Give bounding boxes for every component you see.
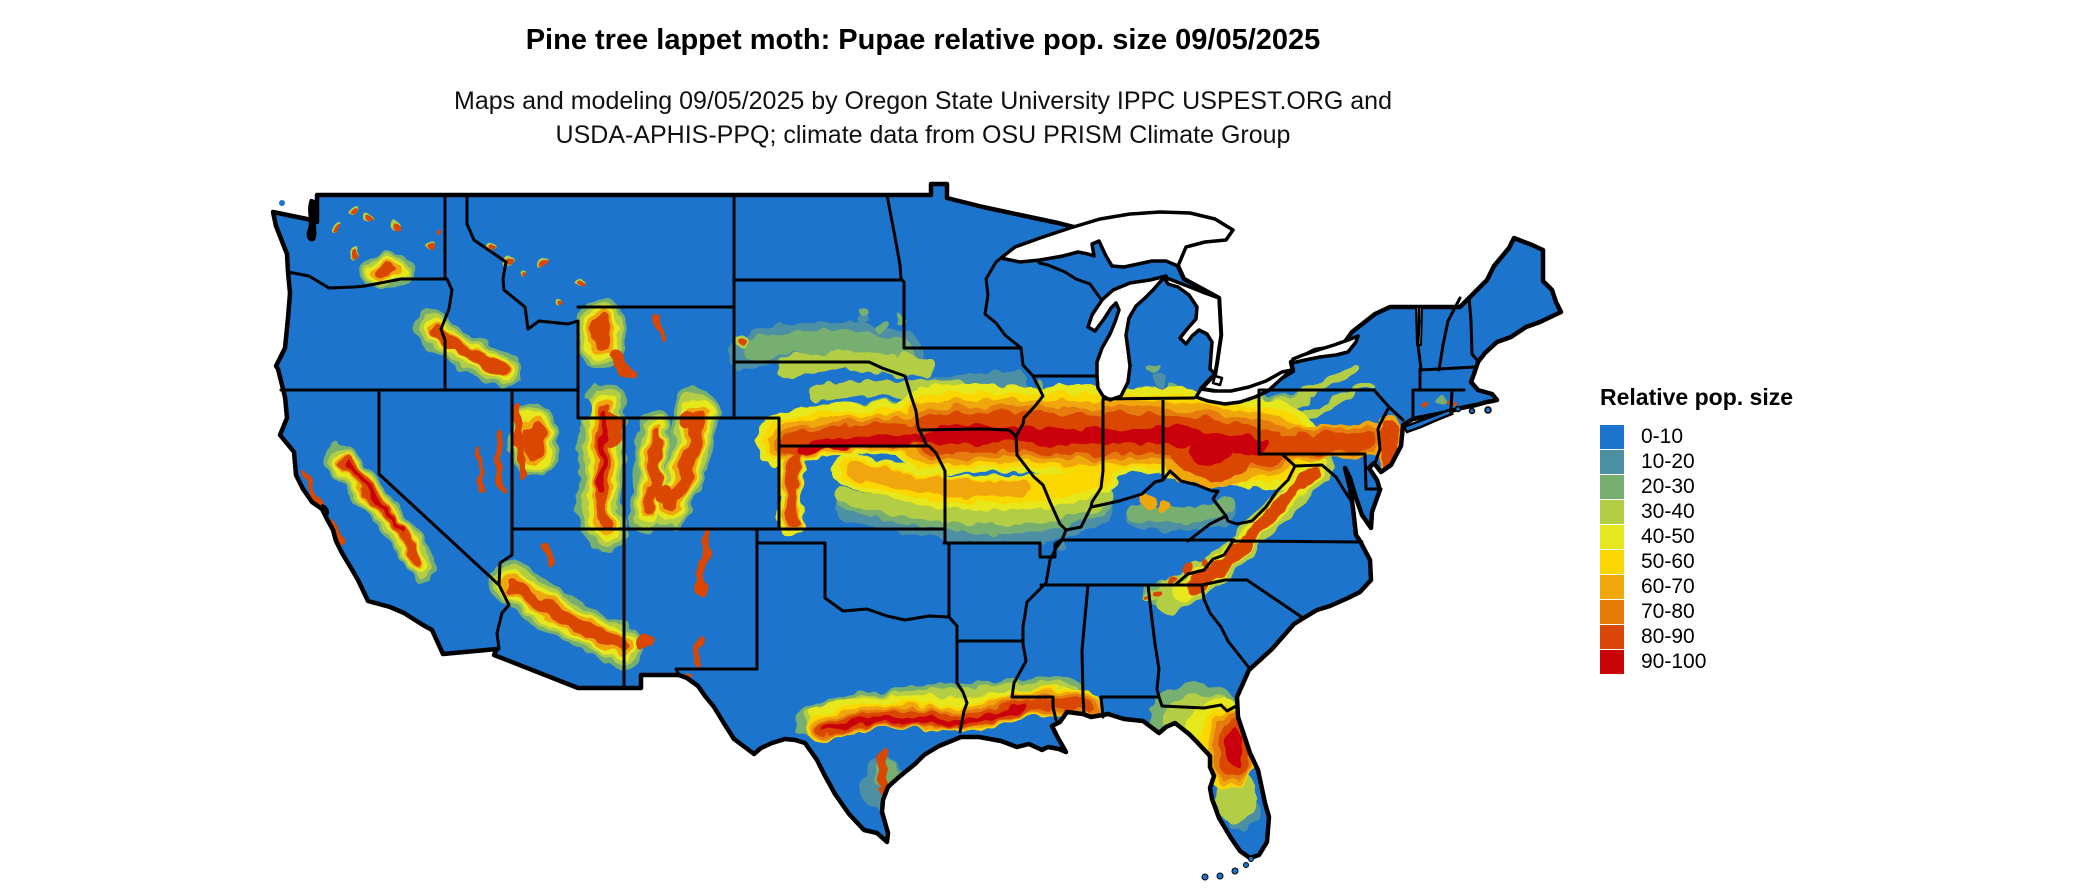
legend-item: 80-90 xyxy=(1600,624,1793,649)
legend-item: 60-70 xyxy=(1600,574,1793,599)
legend-label: 10-20 xyxy=(1641,449,1695,473)
legend-swatch xyxy=(1600,649,1624,674)
legend-swatch xyxy=(1600,574,1624,599)
legend: Relative pop. size 0-10 10-20 20-30 30-4… xyxy=(1600,384,1793,674)
page-title: Pine tree lappet moth: Pupae relative po… xyxy=(525,24,1321,56)
legend-label: 50-60 xyxy=(1641,549,1695,573)
legend-swatch xyxy=(1600,424,1624,449)
legend-label: 40-50 xyxy=(1641,524,1695,548)
heat-raster xyxy=(301,203,1458,830)
legend-item: 70-80 xyxy=(1600,599,1793,624)
legend-label: 30-40 xyxy=(1641,499,1695,523)
legend-swatch xyxy=(1600,474,1624,499)
legend-item: 30-40 xyxy=(1600,499,1793,524)
legend-item: 0-10 xyxy=(1600,424,1793,449)
puget-sound xyxy=(306,198,319,242)
legend-item: 90-100 xyxy=(1600,649,1793,674)
legend-label: 60-70 xyxy=(1641,574,1695,598)
legend-label: 90-100 xyxy=(1641,649,1707,673)
great-lakes xyxy=(999,210,1423,406)
legend-swatch xyxy=(1600,549,1624,574)
state-borders xyxy=(279,193,1480,734)
subtitle-line-1: Maps and modeling 09/05/2025 by Oregon S… xyxy=(454,87,1392,115)
legend-item: 10-20 xyxy=(1600,449,1793,474)
lake-st-clair xyxy=(1211,374,1224,387)
vancouver-island-speck xyxy=(279,200,285,206)
san-francisco-bay xyxy=(320,504,330,517)
subtitle-line-2: USDA-APHIS-PPQ; climate data from OSU PR… xyxy=(555,121,1291,149)
legend-swatch xyxy=(1600,624,1624,649)
legend-title: Relative pop. size xyxy=(1600,384,1794,410)
legend-label: 0-10 xyxy=(1641,424,1684,448)
legend-swatch xyxy=(1600,524,1624,549)
legend-label: 70-80 xyxy=(1641,599,1695,623)
legend-item: 50-60 xyxy=(1600,549,1793,574)
legend-swatch xyxy=(1600,499,1624,524)
lake-huron xyxy=(1162,275,1223,376)
lake-erie xyxy=(1194,368,1294,406)
new-england-islands xyxy=(1454,405,1492,415)
great-salt-lake xyxy=(573,398,592,429)
florida-keys xyxy=(1201,856,1254,881)
legend-item: 20-30 xyxy=(1600,474,1793,499)
lake-superior xyxy=(999,210,1235,269)
coastal-features xyxy=(279,198,1492,881)
legend-label: 80-90 xyxy=(1641,624,1695,648)
legend-item: 40-50 xyxy=(1600,524,1793,549)
lake-ontario xyxy=(1290,334,1360,365)
lake-michigan xyxy=(1086,274,1168,402)
legend-swatch xyxy=(1600,449,1624,474)
long-island xyxy=(1402,408,1454,434)
legend-swatch xyxy=(1600,599,1624,624)
legend-label: 20-30 xyxy=(1641,474,1695,498)
subtitle: Maps and modeling 09/05/2025 by Oregon S… xyxy=(0,84,1846,152)
